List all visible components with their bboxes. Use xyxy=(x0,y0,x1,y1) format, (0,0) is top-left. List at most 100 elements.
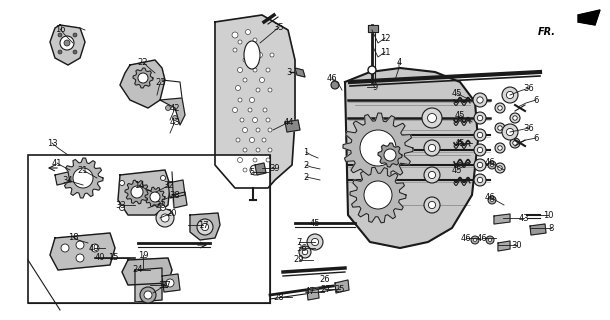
Circle shape xyxy=(253,158,257,162)
Circle shape xyxy=(489,238,492,242)
Circle shape xyxy=(249,52,254,58)
Circle shape xyxy=(477,115,483,121)
Circle shape xyxy=(257,167,262,172)
Circle shape xyxy=(422,108,442,128)
Polygon shape xyxy=(335,280,349,293)
Circle shape xyxy=(424,167,440,183)
Circle shape xyxy=(513,141,517,145)
Circle shape xyxy=(495,103,505,113)
Circle shape xyxy=(473,238,476,242)
Text: 40: 40 xyxy=(88,244,99,252)
Circle shape xyxy=(268,148,272,152)
Polygon shape xyxy=(307,288,319,300)
Circle shape xyxy=(73,50,77,54)
Polygon shape xyxy=(50,233,115,270)
Circle shape xyxy=(64,40,70,46)
Circle shape xyxy=(270,53,274,57)
Text: 29: 29 xyxy=(294,255,304,265)
Circle shape xyxy=(268,128,272,132)
Circle shape xyxy=(138,73,148,83)
Ellipse shape xyxy=(244,41,260,69)
Circle shape xyxy=(331,81,339,89)
Text: 36: 36 xyxy=(296,244,307,252)
Circle shape xyxy=(249,98,254,102)
Circle shape xyxy=(477,147,483,153)
Circle shape xyxy=(61,244,69,252)
Circle shape xyxy=(266,118,270,122)
Circle shape xyxy=(232,108,237,113)
Text: 16: 16 xyxy=(55,25,65,34)
Polygon shape xyxy=(63,158,103,198)
Circle shape xyxy=(510,113,520,123)
Circle shape xyxy=(498,106,502,110)
Polygon shape xyxy=(368,25,378,32)
Circle shape xyxy=(495,143,505,153)
Polygon shape xyxy=(50,25,85,65)
Text: 38: 38 xyxy=(170,190,181,199)
Circle shape xyxy=(311,238,318,246)
Circle shape xyxy=(245,29,251,35)
Circle shape xyxy=(257,52,262,58)
Polygon shape xyxy=(530,224,546,235)
Circle shape xyxy=(368,66,376,74)
Text: 45: 45 xyxy=(452,165,462,174)
Circle shape xyxy=(256,128,260,132)
Text: 43: 43 xyxy=(518,213,529,222)
Text: 3: 3 xyxy=(286,68,292,76)
Polygon shape xyxy=(498,241,510,251)
Circle shape xyxy=(232,32,238,38)
Circle shape xyxy=(360,130,396,166)
Circle shape xyxy=(233,48,237,52)
Text: 33: 33 xyxy=(156,201,167,210)
Text: 15: 15 xyxy=(108,253,118,262)
Circle shape xyxy=(73,168,93,188)
Circle shape xyxy=(488,196,496,204)
Circle shape xyxy=(140,287,156,303)
Circle shape xyxy=(268,88,272,92)
Circle shape xyxy=(266,68,270,72)
Polygon shape xyxy=(578,10,600,25)
Circle shape xyxy=(502,87,518,103)
Circle shape xyxy=(243,78,247,82)
Circle shape xyxy=(73,33,77,37)
Text: 2: 2 xyxy=(303,161,309,170)
Text: 33: 33 xyxy=(116,201,126,210)
Text: 13: 13 xyxy=(47,139,57,148)
Text: 43: 43 xyxy=(170,117,181,126)
Polygon shape xyxy=(125,180,149,204)
Bar xyxy=(28,155,270,303)
Circle shape xyxy=(428,201,436,209)
Circle shape xyxy=(364,181,392,209)
Circle shape xyxy=(259,77,265,83)
Text: 25: 25 xyxy=(335,284,345,293)
Circle shape xyxy=(299,246,311,258)
Circle shape xyxy=(262,138,266,142)
Polygon shape xyxy=(255,163,266,175)
Text: 24: 24 xyxy=(133,266,143,275)
Circle shape xyxy=(253,38,257,42)
Text: 37: 37 xyxy=(160,281,171,290)
Circle shape xyxy=(243,148,247,152)
Polygon shape xyxy=(350,167,406,223)
Text: 47: 47 xyxy=(304,287,315,297)
Text: 8: 8 xyxy=(548,223,554,233)
Circle shape xyxy=(474,129,486,141)
Text: 4: 4 xyxy=(396,58,401,67)
Circle shape xyxy=(303,249,307,255)
Text: FR.: FR. xyxy=(538,27,556,37)
Text: 20: 20 xyxy=(167,209,178,218)
Text: 35: 35 xyxy=(274,22,284,31)
Circle shape xyxy=(477,177,483,183)
Circle shape xyxy=(506,128,514,136)
Circle shape xyxy=(243,58,247,62)
Circle shape xyxy=(498,146,502,150)
Polygon shape xyxy=(378,143,402,167)
Text: 1: 1 xyxy=(303,148,309,156)
Polygon shape xyxy=(133,68,153,88)
Circle shape xyxy=(490,164,493,166)
Text: 2: 2 xyxy=(303,172,309,181)
Circle shape xyxy=(165,106,171,110)
Circle shape xyxy=(249,138,254,142)
Text: 46: 46 xyxy=(476,234,487,243)
Circle shape xyxy=(156,209,174,227)
